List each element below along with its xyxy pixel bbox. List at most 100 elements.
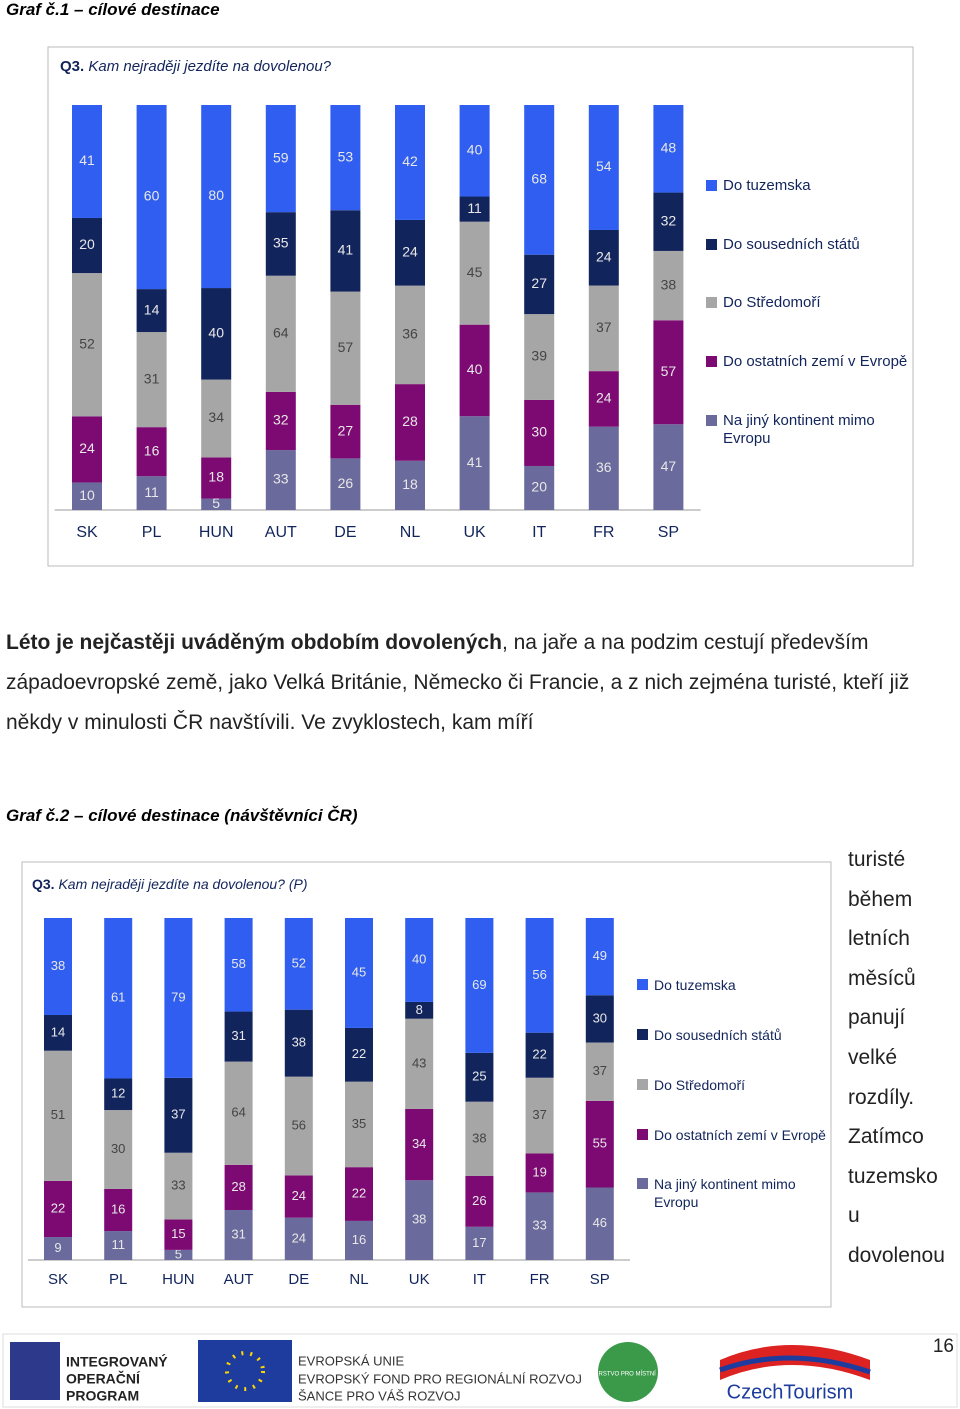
data-label: 38	[292, 1035, 306, 1050]
bar-segment	[201, 457, 232, 499]
czt-logo	[719, 1355, 871, 1375]
footer-frame	[2, 1333, 958, 1408]
data-label: 60	[144, 188, 160, 204]
legend-label: Do sousedních států	[723, 236, 860, 253]
data-label: 19	[532, 1164, 546, 1179]
bar-segment	[395, 219, 425, 286]
bar-segment	[224, 1209, 253, 1260]
data-label: 79	[171, 989, 185, 1004]
data-label: 53	[338, 148, 354, 164]
bar-segment	[524, 105, 555, 255]
iop-text: INTEGROVANÝ	[66, 1353, 168, 1370]
data-label: 24	[292, 1188, 306, 1203]
bar-segment	[224, 1061, 253, 1165]
data-label: 41	[467, 454, 483, 470]
bar-segment	[284, 1175, 313, 1218]
bar-segment	[72, 273, 102, 417]
x-tick-label: IT	[473, 1271, 486, 1288]
data-label: 46	[593, 1215, 607, 1230]
czt-logo	[720, 1345, 870, 1380]
x-tick-label: DE	[334, 524, 356, 541]
data-label: 40	[412, 951, 426, 966]
data-label: 56	[532, 967, 546, 982]
bar-segment	[265, 105, 296, 213]
bar-segment	[345, 1167, 373, 1221]
bar-segment	[345, 1081, 373, 1168]
bar-segment	[104, 1110, 133, 1189]
bar-segment	[525, 1192, 554, 1260]
bar-segment	[525, 918, 554, 1033]
data-label: 57	[338, 339, 354, 355]
bar-segment	[588, 371, 619, 427]
data-label: 28	[402, 413, 418, 429]
bar-segment	[44, 1237, 72, 1260]
data-label: 22	[352, 1185, 366, 1200]
bar-segment	[395, 105, 425, 220]
iop-text: PROGRAM	[66, 1388, 139, 1404]
x-tick-label: HUN	[199, 524, 234, 541]
bar-segment	[164, 918, 193, 1078]
bar-segment	[265, 450, 296, 510]
data-label: 40	[467, 141, 483, 157]
side-text: Zatímco	[848, 1125, 924, 1149]
data-label: 64	[273, 325, 289, 341]
data-label: 47	[661, 458, 677, 474]
data-label: 27	[338, 422, 354, 438]
chart-frame	[21, 861, 832, 1308]
data-label: 27	[531, 275, 547, 291]
bar-segment	[585, 1042, 614, 1101]
side-text: dovolenou	[848, 1244, 945, 1267]
bar-segment	[201, 105, 232, 289]
legend-swatch	[637, 1079, 648, 1090]
bold-text: Léto je nejčastěji uváděným obdobím dovo…	[6, 631, 502, 654]
bar-segment	[465, 918, 494, 1053]
eu-text: EVROPSKÝ FOND PRO REGIONÁLNÍ ROZVOJ	[298, 1371, 582, 1386]
legend-swatch	[637, 1129, 648, 1140]
bar-segment	[395, 285, 425, 385]
bar-segment	[405, 1018, 434, 1109]
data-label: 45	[352, 964, 366, 979]
bar-segment	[405, 918, 434, 1002]
bar-segment	[585, 918, 614, 996]
data-label: 24	[596, 390, 612, 406]
bar-segment	[136, 427, 167, 477]
data-label: 35	[273, 235, 289, 251]
bar-segment	[164, 1152, 193, 1220]
bar-segment	[405, 1001, 434, 1019]
data-label: 30	[111, 1141, 125, 1156]
bar-segment	[345, 1220, 373, 1260]
legend-label: Do Středomoří	[654, 1077, 746, 1093]
page-number: 16	[933, 1336, 954, 1357]
legend-label: Do Středomoří	[723, 294, 821, 311]
bar-segment	[465, 1052, 494, 1102]
bar-segment	[653, 192, 684, 251]
data-label: 31	[231, 1028, 245, 1043]
data-label: 41	[79, 152, 95, 168]
bar-segment	[265, 212, 296, 276]
paragraph: Léto je nejčastěji uváděným obdobím dovo…	[6, 623, 956, 743]
bar-segment	[265, 391, 296, 451]
data-label: 5	[175, 1246, 182, 1261]
iop-text: OPERAČNÍ	[66, 1370, 141, 1387]
x-tick-label: NL	[400, 524, 421, 541]
data-label: 39	[531, 348, 547, 364]
bar-segment	[136, 289, 167, 333]
side-text: turisté	[848, 848, 906, 871]
data-label: 36	[402, 326, 418, 342]
x-tick-label: PL	[109, 1271, 127, 1288]
legend-swatch	[706, 297, 717, 308]
legend-label: Na jiný kontinent mimo Evropu	[654, 1176, 796, 1210]
bar-segment	[465, 1175, 494, 1227]
side-text: panují	[848, 1006, 906, 1030]
data-label: 14	[51, 1024, 65, 1039]
data-label: 54	[596, 158, 612, 174]
bar-segment	[405, 1108, 434, 1181]
bar-segment	[224, 1011, 253, 1062]
bar-segment	[104, 1188, 133, 1232]
data-label: 9	[54, 1240, 61, 1255]
data-label: 5	[212, 495, 220, 511]
side-text: velké	[848, 1046, 898, 1069]
bar-segment	[72, 105, 102, 218]
czt-text: CzechTourism	[727, 1381, 854, 1403]
